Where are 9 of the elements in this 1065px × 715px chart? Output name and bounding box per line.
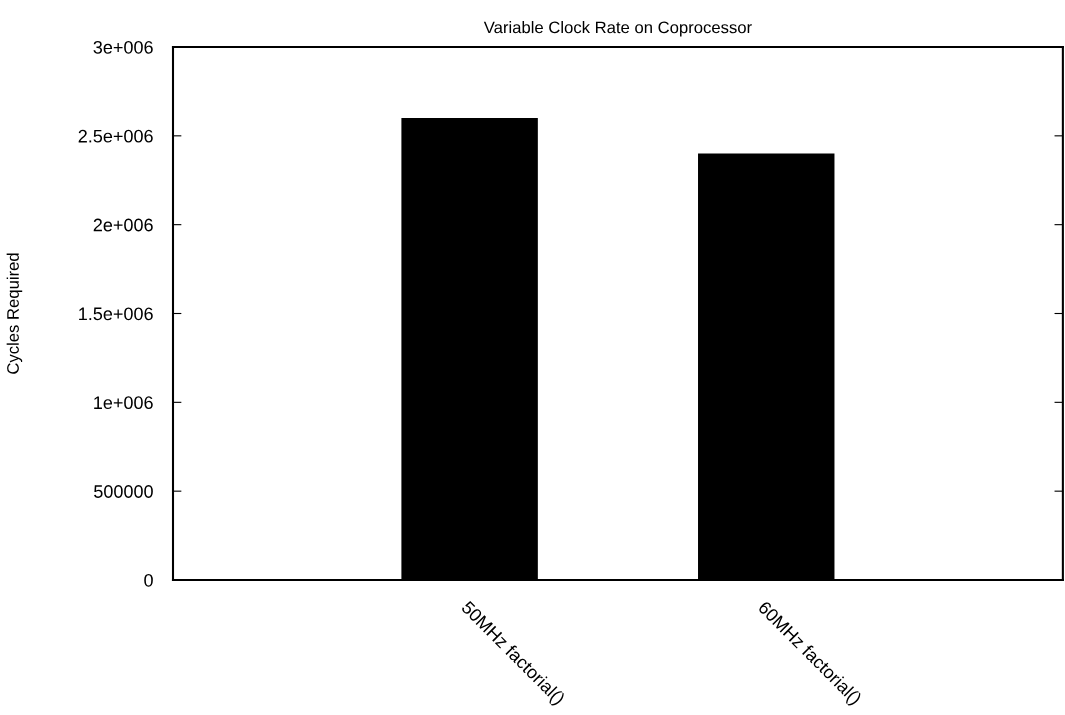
y-tick-label: 1.5e+006 [79,307,153,321]
chart-title: Variable Clock Rate on Coprocessor [483,21,752,37]
y-axis-title: Cycles Required [6,253,23,374]
y-tick-label: 0 [144,573,153,587]
y-tick-label: 3e+006 [93,40,153,54]
y-tick-label: 500000 [94,485,153,498]
y-tick-label: 2e+006 [93,218,153,232]
y-tick-label: 2.5e+006 [78,129,153,143]
y-tick-label: 1e+006 [94,396,153,410]
